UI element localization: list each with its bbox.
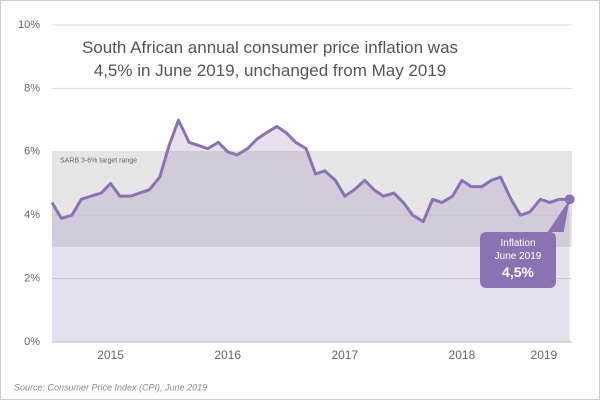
target-band-label: SARB 3-6% target range <box>60 158 137 165</box>
line <box>50 118 570 224</box>
x-tick-label: 2017 <box>331 348 358 362</box>
callout-label: Inflation June 2019 <box>494 238 542 262</box>
chart-title: South African annual consumer price infl… <box>81 38 459 80</box>
y-tick-label: 8% <box>24 82 40 94</box>
source: Source: Consumer Price Index (CPI), June… <box>14 382 207 392</box>
y-tick-label: 10% <box>18 19 40 31</box>
callout: Inflation June 2019 4,5% <box>480 232 556 288</box>
y-tick-label: 6% <box>24 146 40 158</box>
x-tick-label: 2015 <box>97 348 124 362</box>
x-tick-label: 2018 <box>449 348 476 362</box>
y-tick-label: 2% <box>24 273 40 285</box>
x-tick-label: 2019 <box>531 348 558 362</box>
area <box>52 120 570 342</box>
y-tick-label: 4% <box>24 209 40 221</box>
callout-pointer <box>547 199 570 232</box>
value-label: 4,5% <box>502 264 534 280</box>
end-marker <box>564 194 575 205</box>
y-tick-label: 0% <box>24 336 40 348</box>
x-tick-label: 2016 <box>214 348 241 362</box>
